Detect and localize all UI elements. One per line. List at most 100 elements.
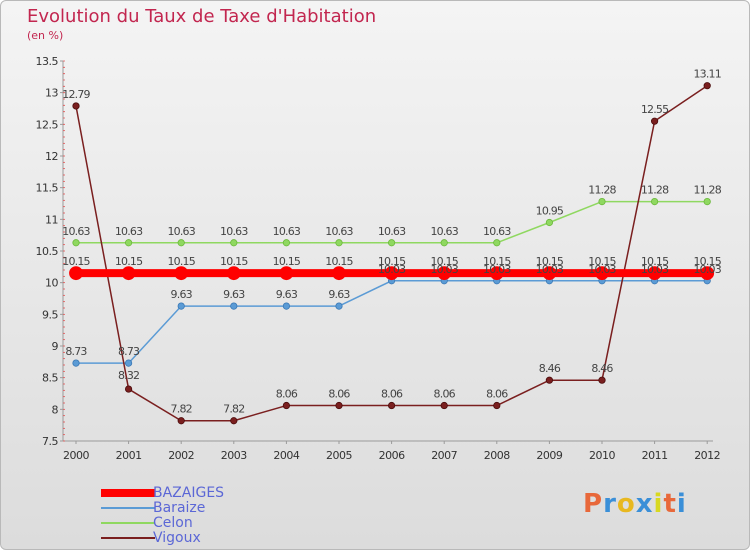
data-point-celon	[440, 239, 448, 247]
data-label-vigoux: 8.06	[381, 388, 403, 401]
legend-swatch	[101, 536, 155, 539]
legend-item-bazaiges: BAZAIGES	[101, 484, 225, 501]
y-tick-label: 11	[45, 213, 58, 226]
data-point-vigoux	[703, 82, 711, 90]
data-point-baraize	[72, 359, 80, 367]
legend-label: Celon	[153, 514, 193, 531]
data-label-baraize: 9.63	[276, 288, 298, 301]
data-label-baraize: 10.03	[693, 263, 721, 276]
y-tick-label: 8	[52, 403, 59, 416]
data-point-vigoux	[72, 102, 80, 110]
y-tick-label: 11.5	[36, 182, 59, 195]
x-tick-label: 2011	[642, 449, 668, 462]
y-tick-label: 12.5	[36, 118, 59, 131]
data-point-bazaiges	[700, 266, 715, 281]
data-label-baraize: 10.03	[588, 263, 616, 276]
logo-letter: o	[616, 489, 636, 519]
data-label-celon: 10.63	[430, 225, 458, 238]
legend-item-celon: Celon	[101, 514, 224, 531]
data-label-celon: 11.28	[641, 184, 669, 197]
data-point-bazaiges	[647, 266, 662, 281]
data-label-vigoux: 13.11	[693, 68, 721, 81]
data-label-vigoux: 8.06	[486, 388, 508, 401]
data-label-vigoux: 7.82	[223, 403, 244, 416]
data-point-bazaiges	[437, 266, 452, 281]
data-point-celon	[650, 198, 659, 206]
data-point-vigoux	[335, 401, 343, 410]
data-point-vigoux	[650, 117, 659, 125]
y-tick-label: 7.5	[42, 435, 58, 448]
data-point-baraize	[282, 302, 290, 310]
data-label-bazaiges: 10.15	[378, 255, 406, 268]
data-label-vigoux: 8.46	[539, 362, 561, 375]
data-point-celon	[703, 198, 711, 206]
logo-letter: t	[663, 489, 677, 519]
data-point-vigoux	[125, 385, 133, 393]
legend-item-baraize: Baraize	[101, 499, 224, 516]
data-point-baraize	[230, 302, 238, 310]
data-label-bazaiges: 10.15	[641, 255, 669, 268]
data-label-celon: 10.63	[115, 225, 143, 238]
data-point-bazaiges	[121, 266, 136, 281]
y-tick-label: 12	[45, 150, 58, 163]
logo-letter: i	[676, 489, 687, 519]
data-label-vigoux: 8.32	[118, 369, 139, 382]
y-tick-label: 13.5	[36, 55, 59, 68]
y-tick-label: 8.5	[42, 372, 58, 385]
data-point-bazaiges	[595, 266, 609, 281]
data-label-baraize: 9.63	[171, 288, 193, 301]
legend-item-vigoux: Vigoux	[101, 529, 224, 546]
data-point-vigoux	[177, 417, 185, 425]
x-tick-label: 2001	[116, 449, 142, 462]
data-label-baraize: 10.03	[483, 263, 511, 276]
x-tick-label: 2007	[431, 449, 457, 462]
x-tick-label: 2003	[221, 449, 247, 462]
data-point-vigoux	[598, 376, 606, 384]
data-point-bazaiges	[279, 266, 294, 281]
data-point-bazaiges	[542, 266, 557, 281]
chart-unit: (en %)	[27, 29, 64, 42]
data-point-bazaiges	[489, 266, 504, 281]
logo-letter: i	[653, 489, 664, 519]
data-label-baraize: 9.63	[223, 288, 245, 301]
data-label-bazaiges: 10.15	[693, 255, 721, 268]
data-label-bazaiges: 10.15	[167, 255, 195, 268]
logo-letter: x	[635, 489, 654, 519]
data-point-celon	[545, 218, 554, 227]
data-label-vigoux: 8.06	[434, 388, 456, 401]
data-point-bazaiges	[69, 266, 83, 281]
data-point-vigoux	[282, 401, 290, 410]
x-tick-label: 2000	[63, 449, 89, 462]
data-label-celon: 10.63	[62, 225, 90, 238]
data-point-vigoux	[545, 376, 554, 384]
data-point-vigoux	[440, 401, 448, 410]
data-point-celon	[125, 239, 133, 247]
y-tick-label: 13	[45, 87, 58, 100]
data-label-bazaiges: 10.15	[115, 255, 143, 268]
data-label-bazaiges: 10.15	[536, 255, 564, 268]
data-label-celon: 10.63	[167, 225, 195, 238]
data-point-celon	[598, 198, 606, 206]
logo-letter: r	[603, 489, 617, 519]
data-point-baraize	[125, 359, 133, 367]
legend-label: Vigoux	[153, 529, 201, 546]
data-point-celon	[72, 239, 80, 247]
data-point-celon	[493, 239, 501, 247]
x-tick-label: 2008	[484, 449, 510, 462]
data-label-bazaiges: 10.15	[220, 255, 248, 268]
legend-swatch	[101, 521, 155, 524]
x-tick-label: 2010	[589, 449, 615, 462]
data-label-baraize: 8.73	[65, 345, 87, 358]
data-point-bazaiges	[174, 266, 189, 281]
data-label-bazaiges: 10.15	[62, 255, 90, 268]
legend-swatch	[101, 488, 155, 497]
x-tick-label: 2012	[694, 449, 720, 462]
data-label-baraize: 10.03	[641, 263, 669, 276]
y-tick-label: 9	[52, 340, 59, 353]
data-label-bazaiges: 10.15	[483, 255, 511, 268]
legend-label: BAZAIGES	[153, 484, 225, 501]
data-label-bazaiges: 10.15	[588, 255, 616, 268]
data-label-vigoux: 12.55	[641, 103, 669, 116]
legend-label: Baraize	[153, 499, 206, 516]
